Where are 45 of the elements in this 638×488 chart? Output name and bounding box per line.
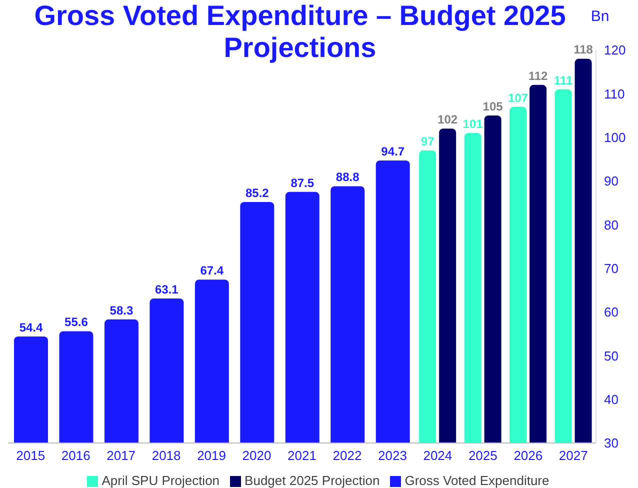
y-axis-title: Bn bbox=[590, 8, 610, 25]
x-tick-label: 2027 bbox=[558, 448, 588, 464]
data-label: 87.5 bbox=[290, 176, 314, 190]
x-tick-label: 2025 bbox=[468, 448, 498, 464]
data-label: 54.4 bbox=[19, 320, 43, 334]
data-label: 67.4 bbox=[200, 264, 224, 278]
data-label: 85.2 bbox=[245, 186, 270, 200]
y-tick-label: 50 bbox=[604, 348, 618, 364]
data-label: 101 bbox=[462, 116, 484, 131]
legend-label: Gross Voted Expenditure bbox=[404, 473, 550, 488]
y-tick-label: 90 bbox=[604, 174, 618, 189]
x-tick-label: 2022 bbox=[332, 448, 362, 464]
x-tick-label: 2019 bbox=[197, 448, 226, 464]
data-label: 88.8 bbox=[336, 170, 360, 184]
legend-label: Budget 2025 Projection bbox=[244, 473, 380, 488]
y-tick-label: 100 bbox=[604, 130, 626, 145]
data-label: 102 bbox=[438, 112, 458, 127]
data-label: 55.6 bbox=[64, 315, 88, 330]
data-label: 97 bbox=[420, 134, 435, 148]
y-tick-label: 40 bbox=[604, 392, 618, 407]
x-tick-label: 2020 bbox=[242, 448, 272, 464]
y-tick-label: 120 bbox=[604, 42, 626, 58]
x-tick-label: 2021 bbox=[288, 448, 316, 464]
data-label: 111 bbox=[554, 73, 573, 88]
y-tick-label: 30 bbox=[604, 436, 618, 451]
x-tick-label: 2016 bbox=[61, 448, 90, 464]
data-label: 94.7 bbox=[381, 144, 405, 158]
data-label: 63.1 bbox=[155, 282, 179, 296]
y-tick-label: 80 bbox=[604, 217, 618, 232]
x-tick-label: 2018 bbox=[152, 448, 181, 464]
data-label: 107 bbox=[508, 90, 528, 105]
x-tick-label: 2015 bbox=[16, 448, 46, 464]
y-tick-label: 60 bbox=[604, 304, 618, 320]
data-label: 58.3 bbox=[110, 303, 134, 318]
x-tick-label: 2024 bbox=[423, 448, 452, 464]
data-label: 105 bbox=[482, 100, 504, 114]
data-label: 112 bbox=[528, 68, 548, 83]
data-label: 118 bbox=[574, 42, 594, 57]
x-tick-label: 2023 bbox=[378, 448, 407, 464]
chart-title: Gross Voted Expenditure – Budget 2025 Projections bbox=[33, 0, 567, 64]
x-tick-label: 2017 bbox=[106, 448, 136, 464]
x-tick-label: 2026 bbox=[514, 448, 543, 464]
y-tick-label: 110 bbox=[604, 86, 625, 102]
legend-label: April SPU Projection bbox=[102, 473, 220, 488]
y-tick-label: 70 bbox=[604, 260, 618, 276]
